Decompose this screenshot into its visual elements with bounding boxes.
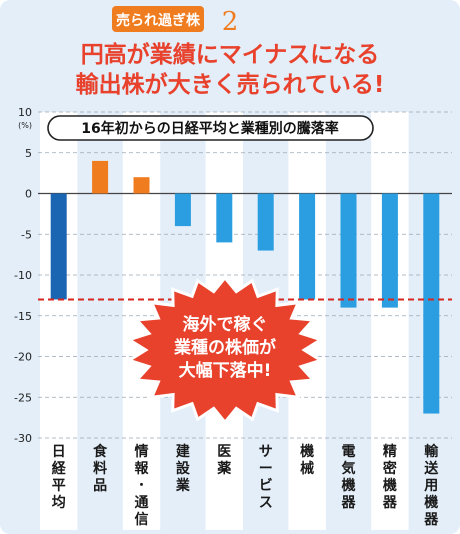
category-label-char: 日 [52,444,66,460]
y-tick-label: 5 [25,147,32,160]
category-label-char: 設 [176,460,191,477]
callout-text-line: 業種の株価が [174,337,276,358]
category-label-char: 械 [300,460,314,477]
callout-text-line: 海外で稼ぐ [183,314,268,335]
y-tick-label: -25 [14,391,32,404]
category-label-char: 器 [341,495,357,511]
category-label-char: 機 [424,494,438,511]
y-tick-label: -10 [14,269,32,282]
category-label-char: 医 [217,444,231,460]
category-label-char: 器 [423,512,439,528]
callout-burst [125,275,325,425]
category-label-char: 機 [300,443,314,460]
headline-line-2: 輸出株が大きく売られている! [76,71,385,98]
category-label-char: 機 [383,477,397,494]
category-label-char: 密 [382,460,397,477]
chart-title-box [47,115,374,141]
column-band [40,112,78,530]
category-label-char: サ [259,444,273,460]
header-tag-box [112,6,204,32]
category-label-char: 信 [135,511,149,528]
y-tick-label: -5 [21,228,32,241]
category-label-char: 料 [93,460,107,477]
y-tick-label: -20 [14,351,32,364]
bar [216,193,233,243]
category-label-char: 建 [176,443,190,460]
bar [299,193,316,300]
category-label-char: 輸 [424,443,439,460]
category-label-char: 機 [342,477,356,494]
category-label-char: 情 [135,443,149,460]
category-label-char: 均 [52,494,66,511]
category-label-char: 通 [135,495,149,511]
category-label-char: 食 [93,443,108,460]
category-label-char: 品 [93,478,107,494]
category-label-char: 薬 [217,460,231,477]
category-label-char: 用 [424,478,438,494]
callout-text-line: 大幅下落中! [179,360,272,381]
category-label-char: ビ [259,478,273,494]
bar [174,193,191,227]
category-label-char: 送 [423,460,439,477]
category-label-char: 平 [52,478,66,494]
header-number: 2 [222,7,239,37]
category-label-char: 電 [342,443,356,460]
bar [133,177,150,194]
headline-line-1: 円高が業績にマイナスになる [81,41,380,68]
y-tick-label: 0 [25,188,32,201]
column-band [371,112,409,530]
category-label-char: ー [259,461,273,477]
category-label-char: 器 [382,495,398,511]
header-tag: 売られ過ぎ株 [116,12,201,29]
category-label-char: 業 [175,477,191,494]
category-label-char: 報 [135,460,150,477]
chart-title: 16年初からの日経平均と業種別の騰落率 [81,120,338,137]
y-tick-label: -15 [14,310,32,323]
bar [423,193,440,414]
y-tick-label: -30 [14,432,32,445]
category-label-char: 気 [342,460,356,477]
category-label-char: 精 [383,443,397,460]
y-unit-label: (%) [18,121,32,130]
category-label-char: 経 [52,460,67,477]
bar [92,160,109,194]
category-label-char: ･ [138,478,145,494]
y-tick-label: 10 [18,106,32,119]
bar [340,193,357,308]
bar [257,193,274,251]
bar [50,193,67,300]
bar [381,193,398,308]
category-label-char: ス [259,495,273,511]
